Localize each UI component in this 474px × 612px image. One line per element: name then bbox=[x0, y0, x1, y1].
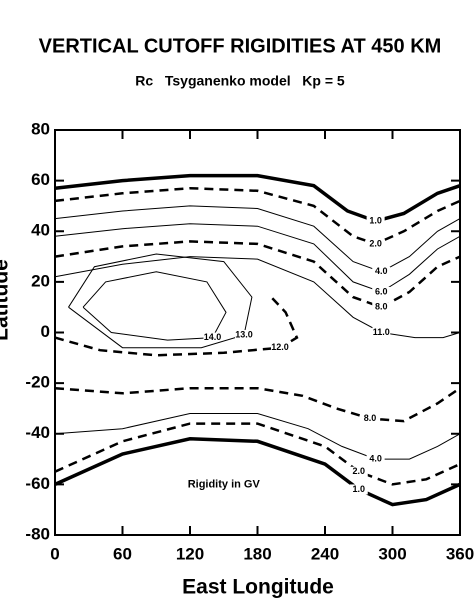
contour-label: 2.0 bbox=[352, 466, 365, 476]
y-tick-label: -80 bbox=[25, 524, 50, 543]
contour-label-bg bbox=[366, 238, 385, 249]
contour-label: 11.0 bbox=[373, 327, 390, 337]
contour-label: 4.0 bbox=[369, 453, 382, 463]
x-tick-label: 0 bbox=[50, 544, 59, 563]
contour-label-bg bbox=[203, 332, 222, 343]
contour-label: 14.0 bbox=[204, 332, 222, 342]
y-tick-label: -20 bbox=[25, 373, 50, 392]
contour-line bbox=[68, 253, 253, 349]
contour-label-bg bbox=[361, 413, 379, 424]
y-tick-label: 0 bbox=[41, 322, 50, 341]
contour-label-bg bbox=[372, 266, 391, 277]
y-tick-label: -40 bbox=[25, 423, 50, 442]
y-tick-label: 20 bbox=[31, 271, 50, 290]
contour-label: 1.0 bbox=[352, 484, 365, 494]
x-tick-label: 240 bbox=[311, 544, 339, 563]
contour-label: 2.0 bbox=[369, 238, 382, 248]
x-tick-label: 120 bbox=[176, 544, 204, 563]
contour-line bbox=[54, 205, 461, 273]
y-tick-label: -60 bbox=[25, 474, 50, 493]
x-tick-label: 360 bbox=[446, 544, 474, 563]
contour-label: 12.0 bbox=[271, 342, 289, 352]
chart-title: VERTICAL CUTOFF RIGIDITIES AT 450 KM bbox=[39, 35, 442, 57]
contour-label-bg bbox=[366, 216, 385, 227]
contour-label-bg bbox=[372, 302, 391, 313]
contour-label: 1.0 bbox=[369, 216, 382, 226]
chart-subtitle: Rc Tsyganenko model Kp = 5 bbox=[135, 73, 345, 89]
contour-line bbox=[54, 223, 461, 293]
contour-line bbox=[54, 437, 461, 507]
contour-label: 8.0 bbox=[364, 413, 377, 423]
contour-label-bg bbox=[372, 327, 391, 338]
contour-line bbox=[82, 271, 227, 341]
contour-label: 8.0 bbox=[375, 302, 388, 312]
contour-label-bg bbox=[271, 342, 289, 353]
annotation: Rigidity in GV bbox=[188, 478, 261, 490]
contour-label-bg bbox=[235, 330, 253, 341]
contour-label: 6.0 bbox=[375, 286, 388, 296]
contour-line bbox=[54, 413, 461, 460]
contour-line bbox=[54, 173, 461, 223]
contour-label-bg bbox=[372, 287, 391, 297]
contour-label: 13.0 bbox=[235, 329, 253, 339]
y-tick-label: 60 bbox=[31, 170, 50, 189]
contour-label-bg bbox=[349, 466, 368, 477]
contour-line bbox=[54, 422, 461, 486]
contour-line bbox=[54, 240, 461, 309]
x-tick-label: 180 bbox=[243, 544, 271, 563]
contour-line bbox=[54, 256, 461, 339]
contour-label: 4.0 bbox=[375, 266, 388, 276]
x-tick-label: 300 bbox=[378, 544, 406, 563]
y-tick-label: 40 bbox=[31, 221, 50, 240]
x-axis-label: East Longitude bbox=[182, 576, 334, 599]
contour-line bbox=[54, 186, 461, 246]
y-tick-label: 80 bbox=[31, 119, 50, 138]
x-tick-label: 60 bbox=[113, 544, 132, 563]
contour-line bbox=[54, 293, 299, 357]
y-axis-label: Latitude bbox=[0, 259, 13, 341]
contour-line bbox=[54, 386, 461, 423]
contour-label-bg bbox=[366, 454, 385, 465]
contour-label-bg bbox=[349, 484, 368, 495]
